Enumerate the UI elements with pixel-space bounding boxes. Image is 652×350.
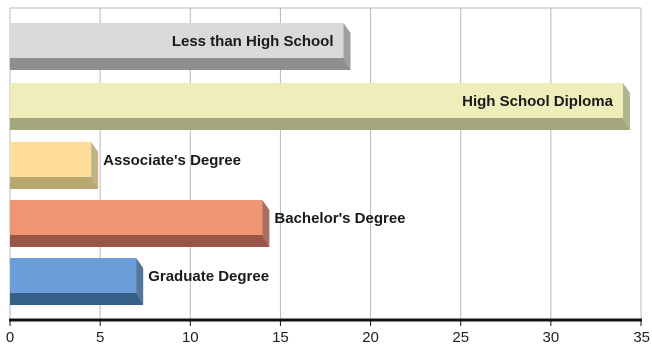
- bar-label: High School Diploma: [462, 93, 613, 110]
- bar-label: Graduate Degree: [148, 268, 269, 285]
- bar-group: Graduate Degree: [10, 258, 269, 305]
- bar-label: Bachelor's Degree: [274, 210, 405, 227]
- bar: [10, 23, 344, 58]
- bar-depth-bottom: [10, 293, 144, 305]
- x-tick-label: 20: [362, 329, 379, 346]
- bar: [10, 83, 623, 118]
- bar: [10, 258, 137, 293]
- bar-label: Associate's Degree: [103, 152, 241, 169]
- bar-group: Bachelor's Degree: [10, 200, 406, 247]
- x-axis: 0 5 10 15 20 25 30 35: [6, 318, 650, 346]
- bar-depth-bottom: [10, 235, 270, 247]
- x-tick-label: 25: [452, 329, 469, 346]
- bars: Less than High School High School Diploma…: [10, 23, 630, 305]
- bar: [10, 142, 92, 177]
- x-tick-label: 10: [182, 329, 199, 346]
- bar-group: High School Diploma: [10, 83, 630, 130]
- bar-group: Less than High School: [10, 23, 351, 70]
- bar-depth-right: [343, 23, 351, 70]
- bar-depth-bottom: [10, 177, 99, 189]
- x-tick-label: 0: [6, 329, 14, 346]
- bar-depth-right: [622, 83, 630, 130]
- bar-group: Associate's Degree: [10, 142, 241, 189]
- bar-depth-bottom: [10, 58, 351, 70]
- x-tick-label: 30: [543, 329, 560, 346]
- bar-depth-right: [91, 142, 99, 189]
- bar-depth-bottom: [10, 118, 630, 130]
- bar: [10, 200, 263, 235]
- bar-depth-right: [136, 258, 144, 305]
- x-tick-label: 15: [272, 329, 289, 346]
- x-tick-label: 5: [96, 329, 104, 346]
- bar-label: Less than High School: [172, 33, 334, 50]
- x-tick-label: 35: [633, 329, 650, 346]
- bar-depth-right: [262, 200, 270, 247]
